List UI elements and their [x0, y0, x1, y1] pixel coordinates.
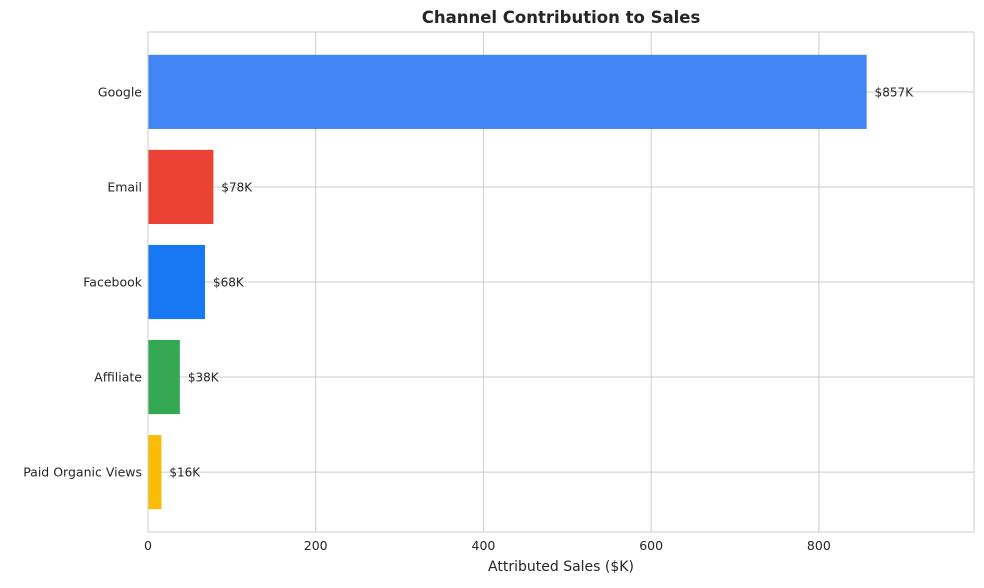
y-tick-label: Email	[107, 179, 142, 194]
x-axis-label: Attributed Sales ($K)	[488, 559, 634, 575]
x-tick-label: 0	[144, 538, 152, 553]
data-label: $68K	[213, 276, 245, 290]
y-tick-label: Affiliate	[94, 370, 142, 385]
x-tick-label: 200	[304, 538, 328, 553]
y-tick-label: Facebook	[83, 275, 142, 290]
x-tick-label: 400	[472, 538, 496, 553]
bar-email	[148, 149, 214, 225]
y-tick-label: Paid Organic Views	[23, 465, 142, 480]
x-tick-labels: 0 200 400 600 800	[144, 538, 831, 553]
chart-title: Channel Contribution to Sales	[422, 8, 701, 27]
data-label: $38K	[188, 371, 220, 385]
bar-affiliate	[148, 339, 180, 415]
y-tick-labels: Google Email Facebook Affiliate Paid Organic…	[23, 84, 143, 479]
plot-frame	[147, 31, 975, 533]
bar-facebook	[148, 244, 206, 320]
bars	[148, 54, 867, 510]
bar-google	[148, 54, 867, 129]
x-tick-label: 800	[807, 538, 831, 553]
data-label: $16K	[169, 466, 201, 480]
data-labels: $857K $78K $68K $38K $16K	[169, 85, 914, 479]
bar-paid-organic-views	[148, 435, 162, 510]
x-tick-label: 600	[639, 538, 663, 553]
data-label: $857K	[875, 85, 915, 99]
y-tick-label: Google	[98, 84, 142, 99]
data-label: $78K	[221, 180, 253, 194]
